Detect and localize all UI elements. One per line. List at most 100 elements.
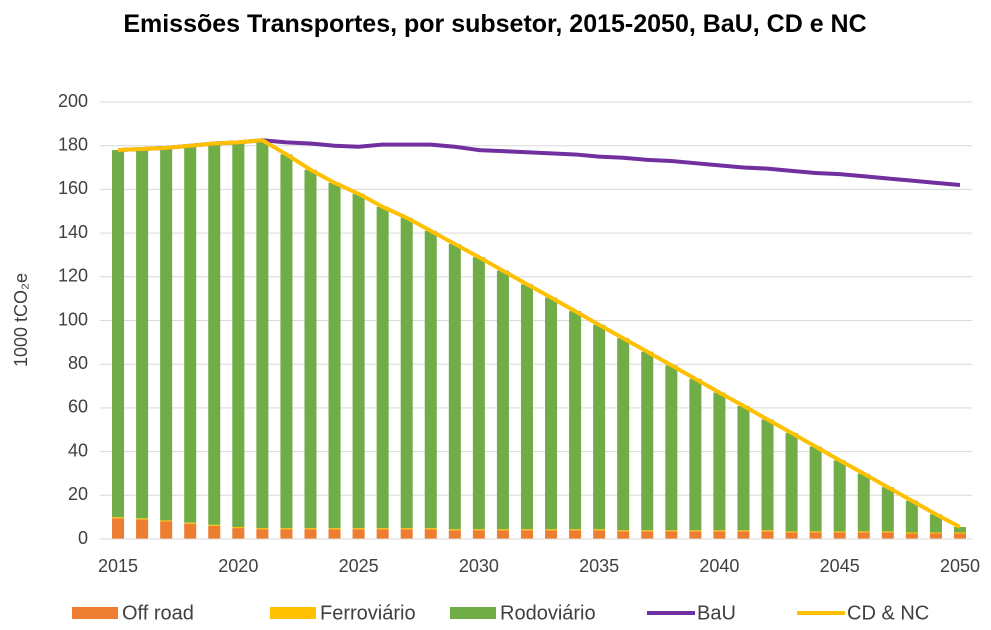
- bar-segment: [520, 530, 533, 539]
- bar-segment: [713, 530, 726, 532]
- bar-segment: [184, 145, 197, 523]
- bar-segment: [352, 193, 365, 529]
- bar-segment: [280, 528, 293, 530]
- bar-segment: [545, 297, 558, 530]
- x-tick-label: 2045: [820, 556, 860, 576]
- bar-segment: [905, 533, 918, 539]
- bar-segment: [953, 533, 966, 539]
- bar-segment: [280, 154, 293, 529]
- bar-segment: [160, 520, 173, 522]
- legend-swatch: [270, 607, 316, 619]
- bar-segment: [496, 529, 509, 531]
- bar-segment: [184, 523, 197, 539]
- bar-segment: [280, 529, 293, 539]
- bar-segment: [328, 529, 341, 539]
- bar-segment: [112, 518, 125, 539]
- bar-segment: [520, 284, 533, 530]
- bar-segment: [929, 532, 942, 534]
- bar-segment: [304, 529, 317, 539]
- x-tick-label: 2030: [459, 556, 499, 576]
- bar-segment: [665, 365, 678, 531]
- bar-segment: [304, 169, 317, 529]
- bar-segment: [665, 531, 678, 539]
- legend-label: Ferroviário: [320, 602, 416, 624]
- bar-segment: [112, 150, 125, 518]
- bar-segment: [352, 528, 365, 530]
- legend-label: Off road: [122, 602, 194, 624]
- y-tick-label: 160: [58, 178, 88, 198]
- bar-segment: [569, 529, 582, 531]
- bar-segment: [857, 532, 870, 539]
- bar-segment: [328, 528, 341, 530]
- bar-segment: [424, 230, 437, 529]
- bar-segment: [545, 530, 558, 539]
- bar-segment: [208, 143, 221, 525]
- bar-segment: [833, 532, 846, 539]
- bar-segment: [160, 521, 173, 539]
- bar-segment: [809, 446, 822, 532]
- y-tick-label: 140: [58, 222, 88, 242]
- bar-segment: [593, 324, 606, 530]
- bar-segment: [905, 500, 918, 533]
- bar-segment: [833, 531, 846, 533]
- bar-segment: [376, 206, 389, 529]
- bar-segment: [761, 530, 774, 532]
- bar-segment: [448, 529, 461, 531]
- bar-segment: [809, 532, 822, 539]
- bar-segment: [857, 473, 870, 532]
- bar-segment: [881, 532, 894, 539]
- bar-segment: [545, 529, 558, 531]
- bar-segment: [737, 531, 750, 539]
- bar-segment: [785, 531, 798, 533]
- legend-swatch: [72, 607, 118, 619]
- y-tick-label: 60: [68, 397, 88, 417]
- bar-segment: [160, 147, 173, 521]
- bar-segment: [737, 530, 750, 532]
- bar-segment: [496, 270, 509, 530]
- x-tick-label: 2020: [218, 556, 258, 576]
- bar-segment: [593, 529, 606, 531]
- bar-segment: [496, 530, 509, 539]
- y-tick-label: 180: [58, 134, 88, 154]
- legend-swatch: [450, 607, 496, 619]
- bar-segment: [617, 530, 630, 532]
- line-series: [117, 138, 961, 529]
- x-tick-label: 2050: [940, 556, 980, 576]
- bar-segment: [785, 433, 798, 532]
- bar-segment: [136, 518, 149, 520]
- bar-segment: [256, 140, 269, 529]
- bar-segment: [256, 529, 269, 539]
- bar-segment: [953, 526, 966, 533]
- bar-segment: [617, 531, 630, 539]
- bar-segment: [953, 532, 966, 534]
- bar-segment: [689, 531, 702, 539]
- bar-segment: [761, 531, 774, 539]
- bar-segment: [472, 530, 485, 539]
- y-tick-label: 80: [68, 353, 88, 373]
- bar-segment: [929, 514, 942, 533]
- bar-segment: [400, 528, 413, 530]
- bar-segment: [232, 142, 245, 527]
- bar-segment: [376, 528, 389, 530]
- y-tick-label: 0: [78, 528, 88, 548]
- x-tick-label: 2015: [98, 556, 138, 576]
- bar-segment: [833, 460, 846, 532]
- bar-segment: [689, 530, 702, 532]
- bar-segment: [376, 529, 389, 539]
- bar-segment: [520, 529, 533, 531]
- bar-segment: [809, 531, 822, 533]
- bar-segment: [424, 528, 437, 530]
- bar-segment: [448, 244, 461, 530]
- bar-segment: [328, 182, 341, 529]
- y-tick-label: 100: [58, 309, 88, 329]
- bar-segment: [208, 525, 221, 539]
- bar-segment: [400, 217, 413, 529]
- bar-segment: [881, 531, 894, 533]
- bar-segment: [641, 351, 654, 531]
- bar-segment: [881, 487, 894, 532]
- x-tick-label: 2025: [339, 556, 379, 576]
- bar-segment: [232, 528, 245, 539]
- bar-segment: [472, 529, 485, 531]
- y-axis-label: 1000 tCO₂e: [11, 273, 31, 367]
